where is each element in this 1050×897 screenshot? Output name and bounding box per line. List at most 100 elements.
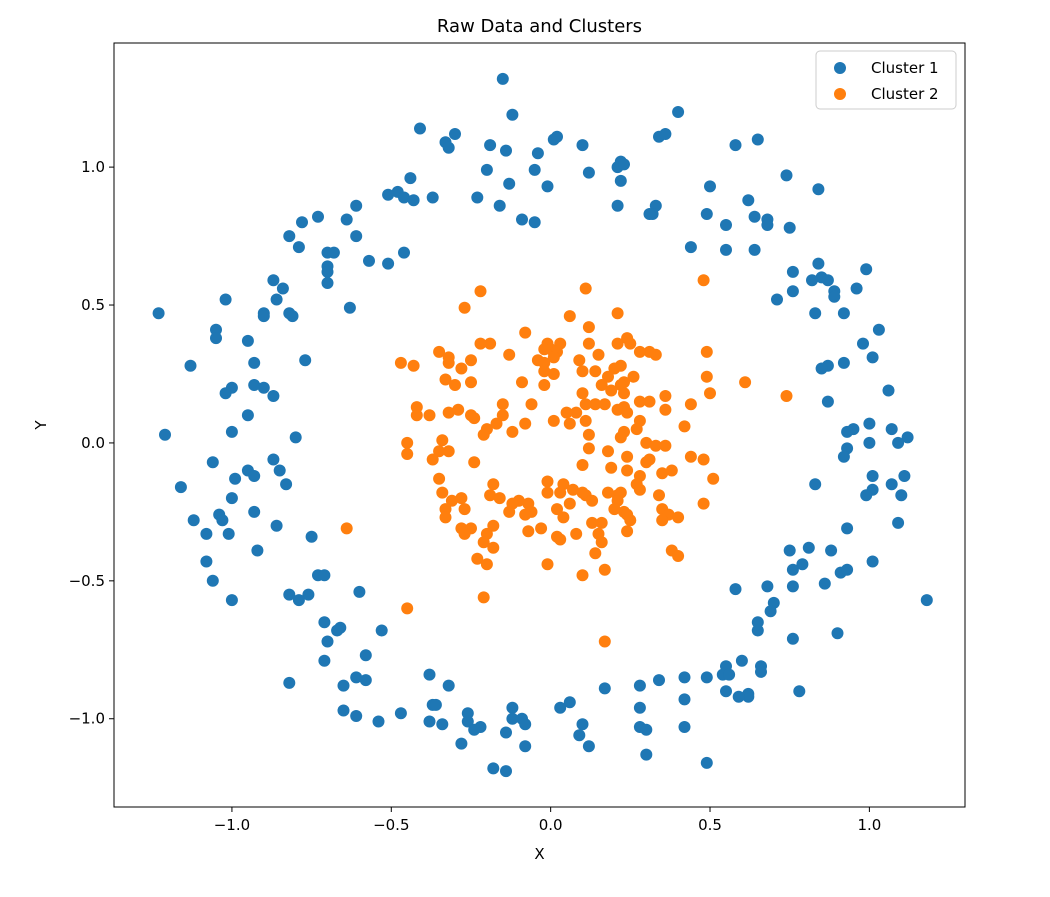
point-cluster-2-49	[465, 376, 477, 389]
point-cluster-2-114	[643, 453, 656, 466]
point-cluster-2-135	[455, 492, 468, 505]
point-cluster-1-15	[500, 144, 512, 157]
point-cluster-1-213	[633, 701, 646, 714]
point-cluster-1-124	[206, 456, 219, 469]
legend-marker-cluster-2	[834, 88, 846, 100]
point-cluster-2-38	[576, 365, 589, 378]
point-cluster-1-117	[289, 431, 302, 444]
point-cluster-1-202	[720, 685, 732, 698]
point-cluster-2-120	[433, 472, 446, 485]
legend-marker-cluster-1	[834, 62, 846, 74]
point-cluster-1-108	[267, 390, 280, 402]
point-cluster-1-43	[700, 208, 713, 220]
point-cluster-2-71	[452, 403, 465, 416]
point-cluster-1-170	[225, 594, 238, 607]
point-cluster-1-44	[748, 210, 761, 223]
point-cluster-2-104	[602, 445, 614, 458]
point-cluster-1-179	[375, 624, 388, 637]
point-cluster-1-104	[257, 381, 270, 394]
point-cluster-1-232	[573, 729, 586, 742]
point-cluster-1-98	[248, 356, 261, 369]
point-cluster-1-11	[484, 139, 497, 152]
point-cluster-1-88	[152, 307, 165, 320]
point-cluster-2-191	[576, 486, 589, 499]
point-cluster-2-25	[503, 348, 516, 361]
point-cluster-1-57	[684, 241, 697, 254]
point-cluster-1-161	[206, 574, 219, 587]
point-cluster-1-42	[643, 208, 656, 220]
point-cluster-1-197	[283, 676, 296, 689]
point-cluster-1-162	[818, 577, 831, 590]
point-cluster-2-171	[458, 527, 471, 540]
point-cluster-1-192	[350, 671, 363, 684]
point-cluster-2-3	[458, 301, 471, 314]
point-cluster-1-144	[270, 519, 283, 532]
point-cluster-1-146	[200, 527, 213, 540]
point-cluster-1-81	[270, 293, 283, 306]
point-cluster-2-39	[538, 365, 551, 378]
point-cluster-2-172	[570, 527, 583, 540]
point-cluster-2-22	[433, 345, 446, 358]
point-cluster-2-141	[586, 494, 599, 507]
point-cluster-1-222	[461, 715, 474, 728]
point-cluster-1-45	[340, 213, 353, 226]
point-cluster-1-51	[720, 219, 732, 231]
point-cluster-2-70	[611, 403, 624, 416]
point-cluster-1-174	[751, 616, 764, 629]
point-cluster-2-55	[704, 387, 716, 400]
point-cluster-2-183	[480, 558, 493, 571]
point-cluster-2-177	[595, 536, 608, 549]
point-cluster-1-28	[541, 180, 554, 193]
point-cluster-2-20	[700, 345, 713, 358]
point-cluster-1-110	[241, 409, 254, 422]
point-cluster-2-164	[487, 519, 500, 532]
point-cluster-1-196	[653, 674, 665, 687]
point-cluster-2-36	[407, 359, 420, 372]
point-cluster-1-229	[678, 721, 691, 733]
point-cluster-1-148	[305, 530, 318, 543]
point-cluster-2-61	[589, 398, 602, 411]
point-cluster-1-238	[487, 762, 500, 775]
point-cluster-2-67	[496, 398, 509, 411]
point-cluster-1-114	[841, 425, 854, 438]
point-cluster-2-62	[643, 395, 656, 408]
point-cluster-1-33	[426, 191, 439, 204]
point-cluster-2-84	[547, 414, 560, 427]
point-cluster-1-127	[248, 470, 261, 482]
point-cluster-1-1	[672, 106, 685, 118]
point-cluster-2-153	[503, 505, 516, 518]
point-cluster-2-111	[468, 456, 481, 469]
point-cluster-1-19	[618, 158, 630, 171]
point-cluster-2-1	[579, 282, 592, 295]
x-tick-label: 0.5	[698, 816, 722, 834]
point-cluster-2-108	[697, 453, 710, 466]
point-cluster-1-52	[761, 219, 774, 231]
point-cluster-1-67	[860, 263, 873, 276]
point-cluster-2-53	[538, 379, 551, 391]
point-cluster-1-122	[837, 450, 850, 463]
point-cluster-2-52	[595, 379, 608, 391]
point-cluster-2-50	[449, 379, 461, 391]
point-cluster-2-40	[589, 365, 602, 378]
point-cluster-1-25	[614, 174, 627, 187]
point-cluster-2-88	[678, 420, 691, 433]
point-cluster-1-39	[493, 199, 506, 212]
point-cluster-1-136	[860, 489, 873, 502]
point-cluster-2-98	[640, 436, 653, 449]
point-cluster-1-64	[382, 257, 395, 270]
point-cluster-1-169	[920, 594, 933, 607]
point-cluster-2-63	[525, 398, 538, 411]
point-cluster-1-87	[286, 310, 299, 323]
y-tick-label: −1.0	[69, 710, 105, 728]
point-cluster-1-239	[500, 765, 512, 778]
point-cluster-1-50	[528, 216, 541, 229]
point-cluster-2-105	[401, 448, 414, 460]
point-cluster-2-5	[563, 310, 576, 323]
point-cluster-1-34	[471, 191, 484, 204]
point-cluster-1-3	[414, 122, 426, 135]
point-cluster-2-112	[576, 459, 589, 471]
point-cluster-1-198	[337, 679, 350, 692]
legend-label-cluster-2: Cluster 2	[871, 85, 939, 103]
point-cluster-1-211	[554, 701, 567, 714]
point-cluster-2-182	[471, 552, 484, 565]
